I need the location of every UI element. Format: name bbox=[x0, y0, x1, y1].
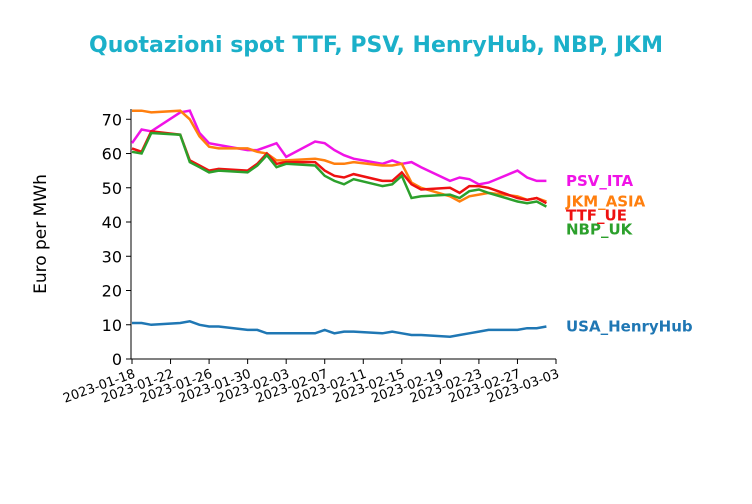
y-tick-label: 30 bbox=[102, 247, 122, 266]
y-tick-label: 0 bbox=[112, 350, 122, 369]
series-line bbox=[130, 109, 547, 186]
series-label: JKM_ASIA bbox=[565, 192, 646, 210]
chart-title: Quotazioni spot TTF, PSV, HenryHub, NBP,… bbox=[89, 33, 663, 58]
series-line bbox=[132, 109, 547, 203]
y-tick-label: 40 bbox=[102, 213, 122, 232]
y-axis-label: Euro per MWh bbox=[31, 174, 51, 294]
y-tick-label: 50 bbox=[102, 179, 122, 198]
series-label: TTF_UE bbox=[566, 206, 627, 224]
series-line bbox=[132, 320, 547, 338]
y-tick-label: 60 bbox=[102, 145, 122, 164]
y-tick-label: 20 bbox=[102, 282, 122, 301]
y-tick-label: 10 bbox=[102, 316, 122, 335]
series-line bbox=[131, 131, 547, 208]
series-label: PSV_ITA bbox=[566, 172, 634, 190]
series-line bbox=[131, 129, 547, 205]
y-tick-label: 70 bbox=[102, 110, 122, 129]
series-label: USA_HenryHub bbox=[566, 317, 693, 335]
series-label: NBP_UK bbox=[566, 220, 634, 238]
